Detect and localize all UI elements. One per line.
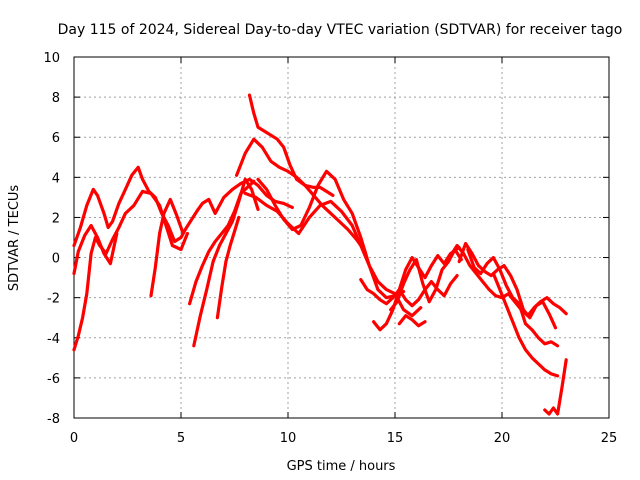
series-track-j bbox=[243, 191, 406, 300]
y-tick-label: 10 bbox=[43, 51, 60, 66]
series-track-o bbox=[397, 314, 427, 328]
y-tick-label: -6 bbox=[47, 372, 60, 387]
series-track-s bbox=[491, 272, 560, 378]
y-tick-label: 0 bbox=[52, 252, 60, 267]
series-track-i bbox=[235, 137, 367, 254]
y-tick-label: -4 bbox=[47, 332, 60, 347]
x-tick-label: 5 bbox=[177, 431, 185, 446]
series-track-g bbox=[215, 215, 241, 320]
y-axis-label: SDTVAR / TECUs bbox=[7, 185, 22, 292]
series-track-r bbox=[466, 247, 560, 348]
grid-lines bbox=[74, 57, 609, 418]
x-tick-label: 10 bbox=[280, 431, 297, 446]
series-track-c bbox=[72, 223, 119, 276]
y-tick-label: 8 bbox=[52, 91, 60, 106]
x-tick-label: 25 bbox=[601, 431, 618, 446]
series-track-h bbox=[247, 93, 335, 197]
x-tick-label: 20 bbox=[494, 431, 511, 446]
plot-frame bbox=[73, 56, 610, 419]
series-track-k bbox=[256, 169, 423, 318]
series-track-n bbox=[389, 247, 463, 312]
y-tick-label: 2 bbox=[52, 211, 60, 226]
chart-title: Day 115 of 2024, Sidereal Day-to-day VTE… bbox=[58, 22, 623, 38]
x-axis-label: GPS time / hours bbox=[287, 459, 396, 474]
series-track-l bbox=[359, 274, 459, 308]
y-tick-label: -8 bbox=[47, 412, 60, 427]
series-track-d bbox=[149, 197, 185, 298]
y-tick-label: 6 bbox=[52, 131, 60, 146]
data-series bbox=[72, 93, 568, 416]
series-track-p bbox=[449, 243, 568, 318]
series-track-q bbox=[457, 241, 558, 330]
series-track-e bbox=[192, 177, 260, 348]
series-track-f bbox=[188, 179, 256, 306]
series-track-t bbox=[543, 358, 568, 416]
y-tick-label: -2 bbox=[47, 292, 60, 307]
series-track-b bbox=[72, 189, 189, 352]
x-tick-label: 0 bbox=[70, 431, 78, 446]
x-tick-label: 15 bbox=[387, 431, 404, 446]
y-tick-label: 4 bbox=[52, 171, 60, 186]
